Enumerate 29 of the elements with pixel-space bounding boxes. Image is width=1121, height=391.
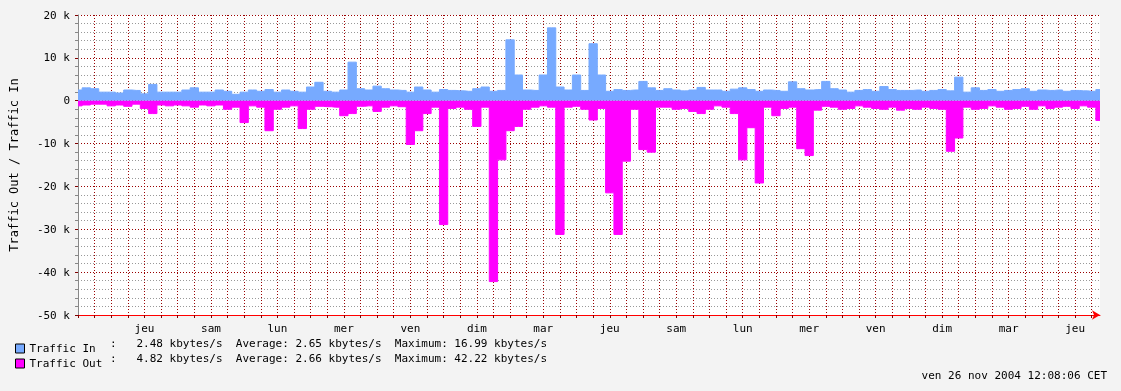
x-tick-label: dim [932, 322, 953, 335]
y-tick-label: 20 k [43, 8, 71, 22]
x-tick-label: mar [998, 322, 1019, 335]
y-tick-label: 0 [63, 94, 70, 108]
y-tick-label: 10 k [43, 51, 71, 65]
x-tick-label: ven [865, 322, 886, 335]
legend-label: Traffic Out [29, 357, 103, 370]
x-tick-label: mer [799, 322, 820, 335]
text: : 2.48 kbytes/s Average: 2.65 kbytes/s Maximum: 16.99 kbytes/s [110, 337, 548, 350]
legend-label: Traffic In [29, 342, 96, 355]
x-tick-label: sam [201, 322, 222, 335]
x-tick-label: sam [666, 322, 687, 335]
x-tick-label: jeu [134, 322, 155, 335]
text: : 4.82 kbytes/s Average: 2.66 kbytes/s Maximum: 42.22 kbytes/s [110, 352, 548, 365]
x-tick-label: lun [267, 322, 288, 335]
text: ven 26 nov 2004 12:08:06 CET [921, 369, 1108, 382]
y-tick-label: -50 k [36, 308, 71, 322]
x-tick-label: mar [533, 322, 554, 335]
x-tick-label: lun [732, 322, 753, 335]
x-tick-label: ven [400, 322, 421, 335]
x-tick-label: mer [333, 322, 355, 335]
y-tick-label: -20 k [36, 179, 71, 193]
x-tick-label: jeu [599, 322, 620, 335]
x-tick-label: jeu [1065, 322, 1086, 335]
y-tick-label: -30 k [36, 222, 71, 236]
y-tick-label: -10 k [36, 137, 71, 151]
x-tick-label: dim [466, 322, 488, 335]
y-axis-title: Traffic Out / Traffic In [7, 78, 21, 252]
y-tick-label: -40 k [36, 265, 71, 279]
